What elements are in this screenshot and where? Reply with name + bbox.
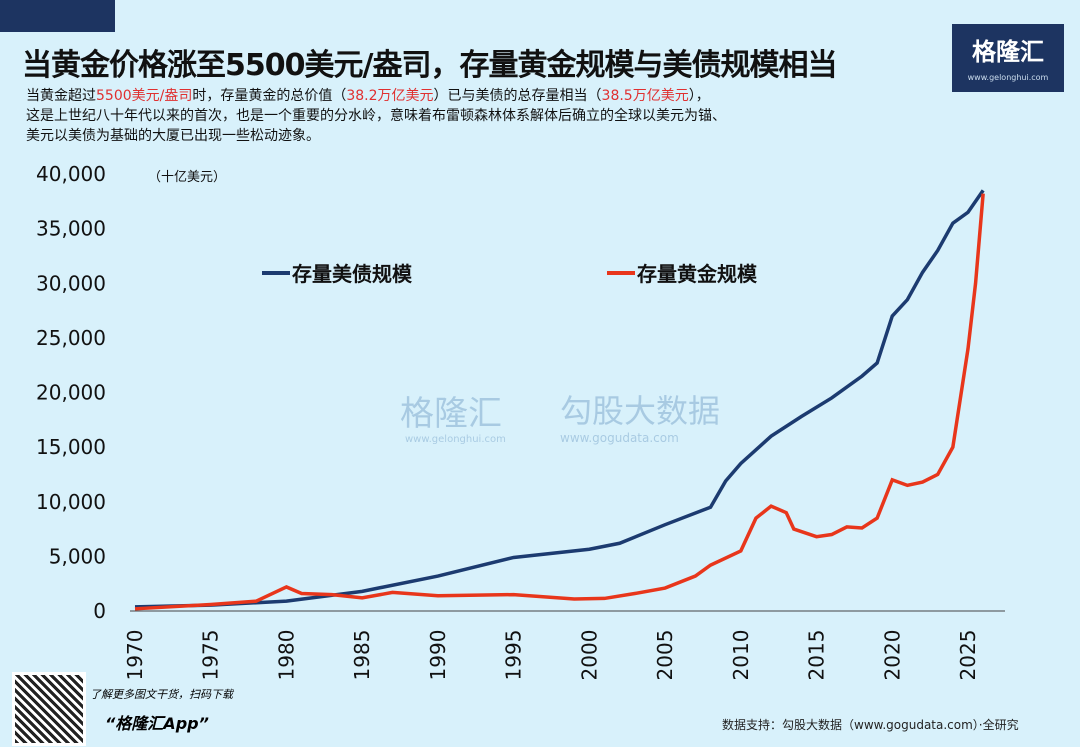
y-tick-label: 25,000 bbox=[36, 326, 106, 350]
x-tick-label: 1990 bbox=[426, 630, 450, 681]
y-tick-label: 10,000 bbox=[36, 490, 106, 514]
description: 当黄金超过5500美元/盎司时，存量黄金的总价值（38.2万亿美元）已与美债的总… bbox=[26, 88, 726, 144]
y-tick-label: 5,000 bbox=[49, 544, 106, 568]
x-tick-label: 2015 bbox=[805, 630, 829, 681]
y-tick-label: 20,000 bbox=[36, 381, 106, 405]
x-tick-label: 1975 bbox=[199, 630, 223, 681]
series-line-0 bbox=[134, 189, 985, 609]
unit-label: （十亿美元） bbox=[148, 170, 226, 185]
x-tick-label: 1985 bbox=[350, 630, 374, 681]
legend-label: 存量美债规模 bbox=[292, 262, 413, 286]
x-tick-label: 1970 bbox=[123, 630, 147, 681]
svg-text:www.gelonghui.com: www.gelonghui.com bbox=[405, 434, 506, 445]
x-tick-label: 2005 bbox=[653, 630, 677, 681]
svg-text:勾股大数据: 勾股大数据 bbox=[560, 392, 720, 430]
watermark: 格隆汇 www.gelonghui.com 勾股大数据 www.gogudata… bbox=[400, 392, 720, 445]
svg-text:www.gogudata.com: www.gogudata.com bbox=[560, 431, 679, 445]
logo: 格隆汇 www.gelonghui.com bbox=[952, 24, 1064, 92]
x-tick-label: 1995 bbox=[502, 630, 526, 681]
y-tick-label: 15,000 bbox=[36, 435, 106, 459]
x-tick-label: 1980 bbox=[274, 630, 298, 681]
x-tick-label: 2020 bbox=[880, 630, 904, 681]
y-tick-label: 30,000 bbox=[36, 271, 106, 295]
qr-code[interactable] bbox=[12, 672, 86, 746]
source-text: 数据支持：勾股大数据（www.gogudata.com）·全研究 bbox=[722, 718, 1019, 732]
legend-label: 存量黄金规模 bbox=[637, 262, 758, 286]
page-title: 当黄金价格涨至5500美元/盎司，存量黄金规模与美债规模相当 bbox=[22, 48, 837, 83]
y-tick-label: 0 bbox=[93, 599, 106, 623]
x-tick-label: 2000 bbox=[577, 630, 601, 681]
y-tick-label: 35,000 bbox=[36, 217, 106, 241]
promo-text: 了解更多图文干货，扫码下载 bbox=[90, 688, 233, 701]
svg-text:格隆汇: 格隆汇 bbox=[400, 394, 502, 434]
corner-block bbox=[0, 0, 115, 32]
x-tick-label: 2010 bbox=[729, 630, 753, 681]
y-tick-label: 40,000 bbox=[36, 162, 106, 186]
series-line-1 bbox=[134, 193, 985, 611]
x-tick-label: 2025 bbox=[956, 630, 980, 681]
app-name: “格隆汇App” bbox=[105, 714, 209, 733]
